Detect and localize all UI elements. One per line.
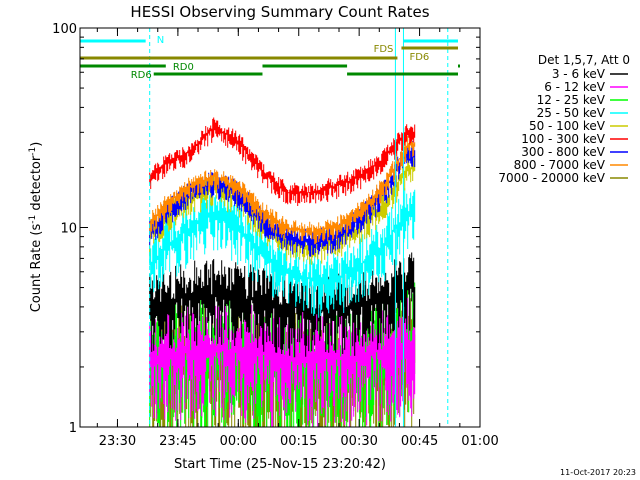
y-axis-label-sup: -1 — [28, 215, 38, 224]
flag-label: FDS — [374, 44, 394, 55]
y-axis-label-part: Count Rate (s — [29, 224, 44, 313]
axes-layer: 1 10 100 23:30 23:45 00:00 00:15 00:30 00:45 01:0… — [52, 22, 499, 449]
x-tick-label: 00:30 — [340, 434, 377, 449]
legend-label: 100 - 300 keV — [521, 132, 605, 146]
flag-label: RD0 — [173, 62, 194, 73]
legend-label: 25 - 50 keV — [537, 106, 606, 120]
flag-label: N — [157, 35, 164, 46]
x-tick-label: 01:00 — [461, 434, 498, 449]
footer-timestamp: 11-Oct-2017 20:23 — [560, 468, 636, 477]
x-tick-label: 00:15 — [280, 434, 317, 449]
x-tick-label: 00:00 — [220, 434, 257, 449]
x-tick-label: 23:30 — [99, 434, 136, 449]
legend-label: 3 - 6 keV — [552, 67, 606, 81]
flag-label: RD6 — [131, 70, 152, 81]
legend-label: 6 - 12 keV — [544, 80, 606, 94]
chart-title: HESSI Observing Summary Count Rates — [130, 3, 429, 21]
y-axis-label-part2: detector — [29, 155, 44, 215]
legend-label: 800 - 7000 keV — [514, 158, 606, 172]
series-trace — [149, 185, 416, 318]
series-layer — [149, 117, 416, 427]
y-axis-label-close: ) — [29, 142, 44, 147]
legend-label: 50 - 100 keV — [529, 119, 606, 133]
y-tick-label: 1 — [69, 421, 77, 436]
legend-label: 300 - 800 keV — [521, 145, 605, 159]
flag-label: FD6 — [409, 52, 429, 63]
x-tick-label: 23:45 — [159, 434, 196, 449]
y-axis-label-sup2: -1 — [28, 147, 38, 156]
legend-header: Det 1,5,7, Att 0 — [538, 53, 630, 67]
y-tick-label: 100 — [52, 22, 77, 37]
y-axis-label: Count Rate (s-1 detector-1) — [28, 142, 44, 313]
legend-label: 12 - 25 keV — [537, 93, 606, 107]
x-tick-label: 00:45 — [401, 434, 438, 449]
x-axis-label: Start Time (25-Nov-15 23:20:42) — [174, 457, 386, 472]
legend-label: 7000 - 20000 keV — [498, 171, 605, 185]
y-tick-label: 10 — [60, 222, 77, 237]
flags-layer: N FDS FD6 RD0 RD6 — [80, 28, 460, 427]
